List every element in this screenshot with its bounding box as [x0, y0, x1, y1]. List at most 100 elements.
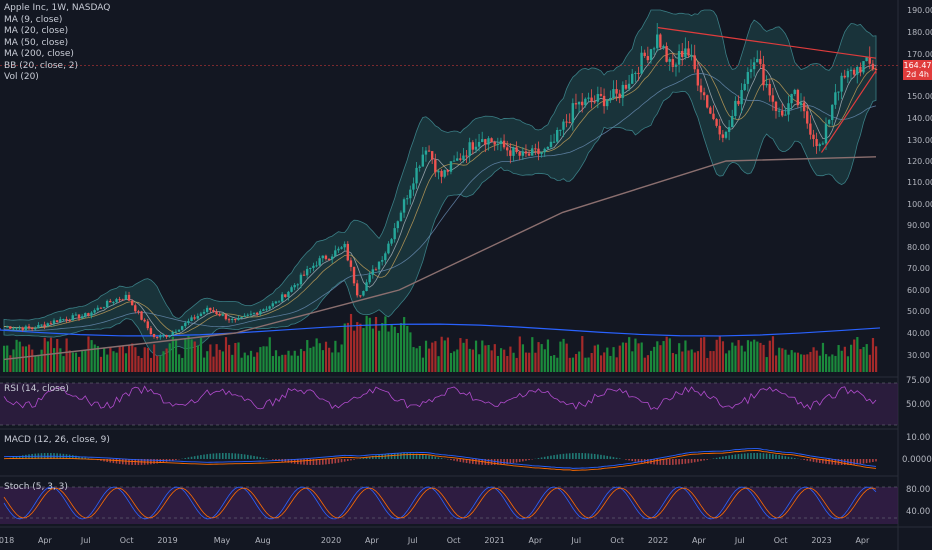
volume-bar	[356, 322, 359, 372]
macd-histogram-bar	[203, 454, 205, 459]
volume-bar	[812, 347, 815, 372]
candle-body	[49, 323, 53, 325]
macd-histogram-bar	[756, 453, 759, 459]
macd-histogram-bar	[518, 459, 521, 462]
volume-bar	[118, 346, 121, 372]
candle-body	[562, 121, 565, 130]
macd-histogram-bar	[537, 458, 540, 459]
volume-bar	[34, 356, 37, 372]
volume-bar	[793, 352, 796, 372]
legend-item-ma50[interactable]: MA (50, close)	[4, 37, 69, 48]
macd-histogram-bar	[875, 459, 877, 462]
volume-bar	[721, 341, 725, 372]
candle-body	[165, 335, 168, 337]
volume-bar	[412, 347, 415, 372]
volume-bar	[559, 341, 562, 372]
volume-bar	[153, 344, 156, 372]
macd-histogram-bar	[440, 458, 443, 459]
volume-bar	[528, 352, 531, 372]
candle-body	[484, 139, 487, 145]
volume-bar	[124, 353, 128, 372]
volume-bar	[746, 340, 750, 372]
volume-bar	[659, 345, 662, 372]
macd-histogram-bar	[196, 455, 199, 459]
candle-body	[827, 120, 831, 124]
macd-histogram-bar	[275, 459, 277, 461]
macd-histogram-bar	[500, 459, 502, 465]
candle-body	[684, 48, 687, 57]
candle-body	[724, 131, 728, 138]
volume-bar	[615, 357, 618, 372]
volume-bar	[687, 350, 690, 372]
candle-body	[509, 150, 512, 156]
time-tick-label: Oct	[120, 536, 134, 545]
macd-histogram-bar	[803, 459, 805, 461]
stoch-pane-label[interactable]: Stoch (5, 3, 3)	[4, 482, 68, 492]
macd-histogram-bar	[634, 459, 637, 462]
volume-bar	[584, 357, 587, 372]
macd-histogram-bar	[434, 456, 437, 459]
candle-body	[499, 140, 503, 144]
candle-body	[240, 316, 243, 319]
macd-histogram-bar	[806, 459, 809, 461]
volume-bar	[71, 352, 74, 372]
price-tick-label: 150.00	[907, 92, 932, 101]
legend-item-ma200[interactable]: MA (200, close)	[4, 49, 74, 59]
candle-body	[737, 100, 740, 105]
volume-bar	[134, 347, 137, 372]
volume-bar	[456, 349, 459, 372]
volume-bar	[731, 342, 734, 372]
candle-body	[843, 75, 846, 78]
candle-body	[640, 52, 643, 74]
macd-tick-10: 10.00	[906, 433, 931, 443]
candle-body	[296, 284, 299, 286]
candle-body	[365, 282, 368, 291]
macd-histogram-bar	[253, 455, 255, 459]
macd-histogram-bar	[246, 454, 249, 459]
candle-body	[699, 85, 703, 93]
macd-histogram-bar	[672, 459, 674, 465]
time-tick-label: Jul	[734, 536, 745, 545]
candle-body	[227, 319, 231, 321]
volume-bar	[18, 341, 21, 372]
volume-bar	[578, 351, 581, 372]
candle-body	[806, 111, 809, 124]
candle-body	[749, 69, 753, 73]
volume-bar	[806, 354, 809, 372]
macd-histogram-bar	[221, 453, 224, 459]
legend-item-vol[interactable]: Vol (20)	[4, 72, 39, 82]
legend-item-ma9[interactable]: MA (9, close)	[4, 14, 63, 25]
candle-body	[784, 114, 787, 116]
volume-bar	[415, 348, 418, 372]
volume-bar	[349, 313, 353, 372]
candle-body	[162, 335, 165, 337]
price-tick-label: 190.00	[907, 6, 932, 15]
volume-bar	[162, 351, 165, 372]
macd-histogram-bar	[653, 459, 655, 465]
legend-item-ma20[interactable]: MA (20, close)	[4, 26, 69, 36]
candle-body	[824, 123, 828, 144]
time-tick-label: 2021	[484, 536, 504, 545]
candle-body	[696, 69, 700, 86]
macd-histogram-bar	[459, 459, 462, 462]
volume-bar	[706, 357, 709, 372]
volume-bar	[571, 357, 575, 372]
macd-signal-line	[3, 450, 877, 471]
volume-bar	[715, 339, 718, 372]
macd-histogram-bar	[693, 459, 696, 463]
candle-body	[762, 64, 765, 86]
macd-histogram-bar	[584, 453, 587, 459]
candle-body	[577, 101, 581, 105]
candle-body	[787, 103, 790, 115]
candle-body	[802, 102, 806, 112]
legend-item-bb[interactable]: BB (20, close, 2)	[4, 60, 79, 71]
macd-pane-label[interactable]: MACD (12, 26, close, 9)	[4, 435, 110, 445]
candle-body	[109, 300, 112, 303]
candle-body	[280, 294, 284, 302]
macd-histogram-bar	[284, 459, 287, 463]
rsi-pane-label[interactable]: RSI (14, close)	[4, 384, 69, 394]
volume-bar	[93, 344, 96, 372]
volume-bar	[228, 344, 231, 372]
macd-histogram-bar	[303, 459, 305, 465]
